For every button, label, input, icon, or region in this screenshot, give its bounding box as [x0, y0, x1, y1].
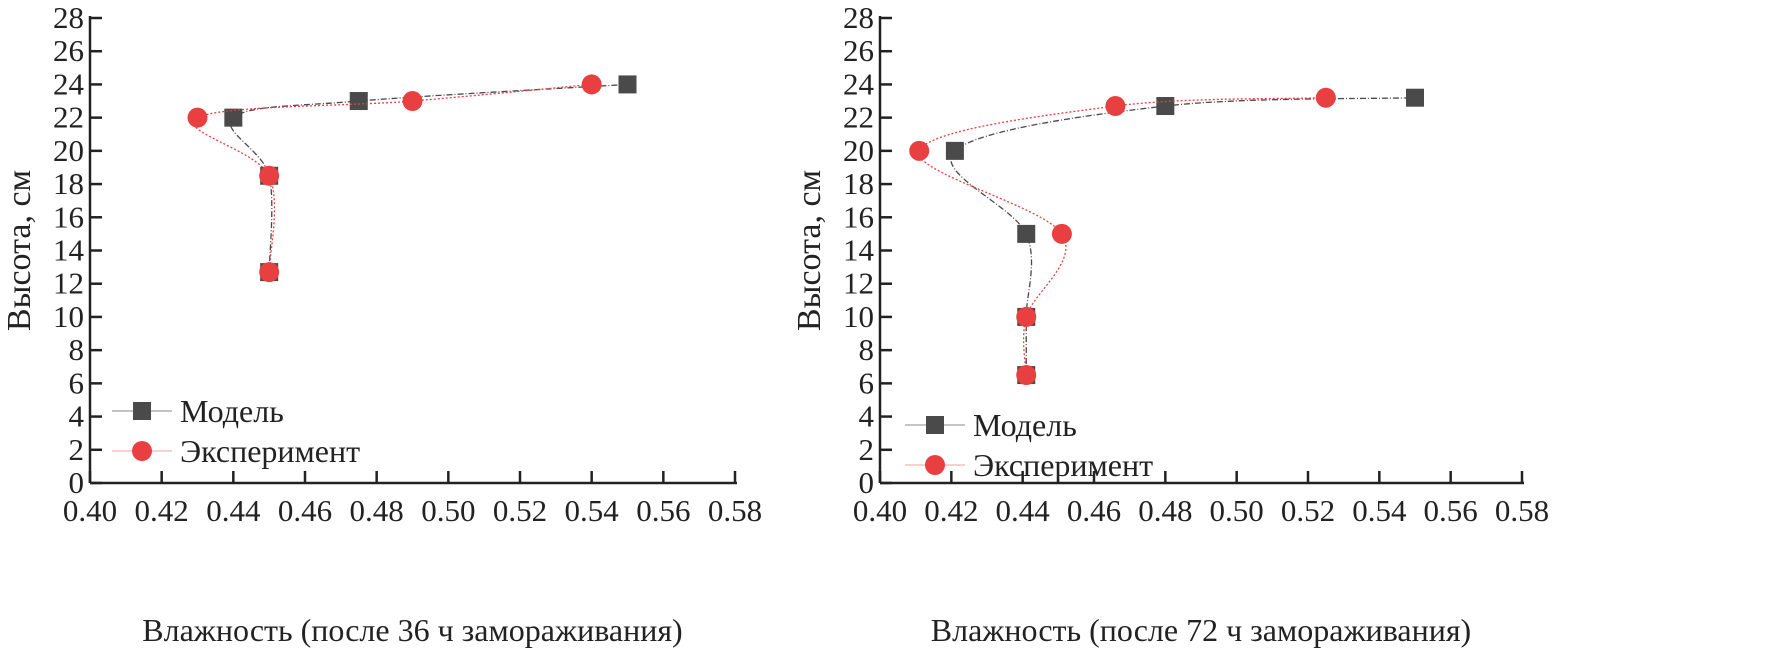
y-tick-label: 28 [53, 0, 84, 35]
y-tick-label: 20 [843, 133, 874, 168]
x-tick-label: 0.48 [350, 493, 404, 528]
y-tick-label: 4 [859, 399, 875, 434]
y-tick-label: 6 [859, 365, 875, 400]
data-point-square [224, 108, 243, 127]
legend-circle-marker [132, 441, 152, 461]
data-point-circle [259, 262, 280, 283]
y-tick-label: 18 [53, 166, 84, 201]
x-tick-label: 0.56 [1424, 493, 1478, 528]
x-tick-label: 0.44 [206, 493, 261, 528]
y-tick-label: 8 [69, 332, 85, 367]
data-point-circle [581, 74, 602, 95]
y-tick-label: 10 [843, 299, 874, 334]
y-tick-label: 4 [69, 399, 85, 434]
y-tick-label: 18 [843, 166, 874, 201]
legend-label: Модель [973, 407, 1077, 443]
data-point-square [1156, 97, 1175, 116]
data-point-circle [909, 140, 930, 161]
y-tick-label: 20 [53, 133, 84, 168]
y-tick-label: 0 [859, 465, 875, 500]
y-tick-label: 24 [843, 66, 875, 101]
y-tick-label: 26 [843, 33, 874, 68]
legend-label: Модель [180, 393, 284, 429]
x-tick-label: 0.46 [1067, 493, 1121, 528]
x-tick-label: 0.54 [565, 493, 620, 528]
y-tick-label: 12 [843, 266, 874, 301]
x-tick-label: 0.58 [1495, 493, 1549, 528]
data-point-circle [1105, 96, 1126, 117]
x-tick-label: 0.40 [853, 493, 907, 528]
data-point-circle [259, 165, 280, 186]
data-point-square [618, 75, 637, 94]
data-point-square [349, 92, 368, 111]
y-axis-title: Высота, см [791, 170, 828, 331]
y-axis-title: Высота, см [1, 170, 38, 331]
x-tick-label: 0.44 [996, 493, 1051, 528]
data-point-square [1406, 88, 1424, 107]
y-tick-label: 26 [53, 33, 84, 68]
x-tick-label: 0.42 [924, 493, 978, 528]
x-tick-label: 0.50 [421, 493, 475, 528]
series-line-square [229, 83, 628, 273]
y-tick-label: 12 [53, 266, 84, 301]
y-tick-label: 6 [69, 365, 85, 400]
data-point-square [945, 141, 964, 160]
y-tick-label: 8 [859, 332, 875, 367]
series-line-circle [193, 83, 592, 273]
data-point-square [1017, 224, 1036, 243]
x-tick-label: 0.52 [1281, 493, 1335, 528]
series-line-circle [918, 97, 1326, 376]
y-tick-label: 16 [53, 199, 84, 234]
y-tick-label: 24 [53, 66, 85, 101]
legend-label: Эксперимент [180, 433, 360, 469]
y-tick-label: 14 [843, 233, 875, 268]
x-tick-label: 0.48 [1138, 493, 1192, 528]
y-tick-label: 28 [843, 0, 874, 35]
legend-label: Эксперимент [973, 447, 1153, 483]
data-point-circle [1016, 306, 1037, 327]
y-tick-label: 14 [53, 233, 85, 268]
x-tick-label: 0.58 [708, 493, 762, 528]
y-tick-label: 16 [843, 199, 874, 234]
y-tick-label: 0 [69, 465, 85, 500]
legend-square-marker [133, 402, 151, 420]
x-tick-label: 0.42 [135, 493, 189, 528]
data-point-circle [1315, 87, 1336, 108]
x-tick-label: 0.46 [278, 493, 332, 528]
data-point-circle [187, 107, 208, 128]
y-tick-label: 22 [843, 100, 874, 135]
y-tick-label: 10 [53, 299, 84, 334]
data-point-circle [402, 91, 423, 112]
data-point-circle [1051, 223, 1072, 244]
legend-square-marker [926, 416, 944, 434]
data-point-circle [1016, 365, 1037, 386]
x-tick-label: 0.52 [493, 493, 547, 528]
y-tick-label: 22 [53, 100, 84, 135]
legend-circle-marker [925, 455, 945, 475]
x-axis-title: Влажность (после 36 ч замораживания) [142, 612, 682, 648]
x-tick-label: 0.54 [1352, 493, 1407, 528]
y-tick-label: 2 [69, 432, 85, 467]
x-axis-title: Влажность (после 72 ч замораживания) [931, 612, 1471, 648]
y-tick-label: 2 [859, 432, 875, 467]
x-tick-label: 0.40 [63, 493, 117, 528]
x-tick-label: 0.50 [1210, 493, 1264, 528]
x-tick-label: 0.56 [636, 493, 690, 528]
